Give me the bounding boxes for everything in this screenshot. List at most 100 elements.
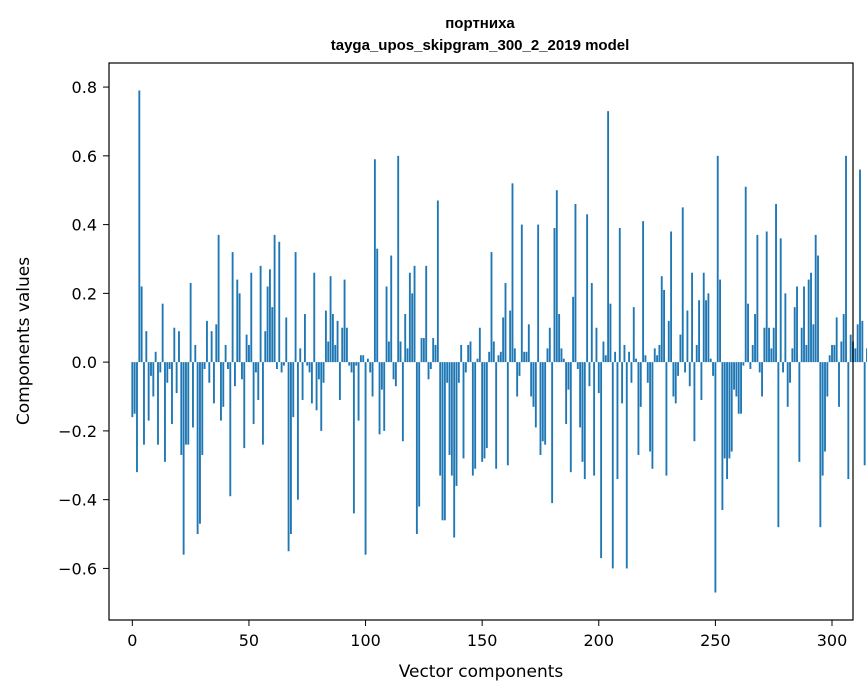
bar-298	[826, 362, 829, 397]
bar-227	[660, 276, 663, 363]
bar-221	[646, 362, 649, 383]
bar-100	[364, 362, 367, 555]
bar-22	[182, 362, 185, 555]
bar-126	[425, 265, 428, 363]
bar-271	[763, 327, 766, 363]
bar-308	[849, 334, 852, 363]
bar-78	[313, 272, 316, 363]
bar-121	[413, 265, 416, 363]
bar-106	[378, 362, 381, 435]
bar-74	[303, 313, 306, 363]
bar-236	[681, 207, 684, 363]
chart-subtitle: tayga_upos_skipgram_300_2_2019 model	[331, 37, 630, 54]
bar-10	[154, 351, 157, 363]
bar-249	[712, 362, 714, 376]
bar-40	[224, 344, 227, 363]
bar-9	[152, 362, 155, 397]
bar-71	[296, 362, 299, 500]
bar-177	[544, 362, 547, 445]
bar-288	[803, 286, 805, 363]
bar-285	[796, 286, 798, 363]
bar-139	[455, 362, 458, 486]
bar-157	[497, 355, 500, 363]
bar-302	[835, 317, 838, 363]
bar-62	[275, 362, 278, 370]
bar-120	[411, 293, 414, 363]
bar-0	[131, 362, 134, 418]
bar-156	[495, 362, 498, 469]
bar-63	[278, 241, 281, 363]
bar-276	[775, 203, 777, 363]
bar-220	[644, 355, 647, 363]
bar-176	[541, 362, 544, 442]
bar-125	[422, 338, 425, 363]
plot-frame	[108, 62, 854, 621]
bar-104	[373, 159, 376, 363]
bar-127	[427, 362, 430, 380]
bar-230	[667, 320, 670, 363]
bar-214	[630, 362, 633, 383]
bar-15	[166, 362, 169, 383]
bar-91	[343, 279, 346, 363]
bar-222	[649, 362, 652, 452]
bar-228	[663, 289, 666, 363]
bar-278	[779, 238, 782, 363]
bar-17	[171, 362, 173, 425]
bar-238	[686, 310, 689, 363]
bar-256	[728, 362, 731, 459]
bar-99	[362, 355, 365, 363]
bar-50	[248, 344, 250, 363]
x-tick-label: 100	[350, 631, 381, 650]
y-tick-label: −0.4	[58, 491, 97, 510]
bar-170	[527, 324, 530, 363]
bar-183	[558, 313, 561, 363]
bar-261	[740, 362, 742, 414]
bar-58	[266, 286, 269, 363]
bar-186	[565, 362, 568, 425]
bar-194	[583, 362, 586, 480]
y-tick-label: 0.4	[72, 216, 97, 235]
bar-292	[812, 324, 815, 363]
bar-307	[847, 362, 850, 480]
bar-205	[609, 303, 612, 363]
bar-162	[509, 310, 512, 363]
bar-226	[658, 344, 661, 363]
bar-208	[616, 362, 619, 480]
bar-299	[828, 355, 831, 363]
bar-155	[492, 341, 495, 363]
y-tick-label: 0.8	[72, 78, 97, 97]
bar-118	[406, 348, 409, 363]
bar-25	[189, 283, 192, 363]
bar-140	[457, 362, 460, 383]
bar-231	[670, 231, 673, 363]
x-tick-label: 0	[127, 631, 137, 650]
bar-287	[800, 327, 803, 363]
bar-217	[637, 362, 640, 455]
bar-101	[366, 358, 369, 363]
x-axis-label: Vector components	[399, 662, 564, 682]
bar-29	[199, 362, 201, 524]
bar-21	[180, 362, 183, 455]
bar-46	[238, 293, 241, 363]
bar-168	[523, 351, 526, 363]
bar-255	[726, 362, 728, 480]
bar-235	[679, 334, 682, 363]
bar-167	[520, 224, 523, 363]
bar-251	[716, 155, 719, 363]
bar-267	[754, 313, 756, 363]
bar-232	[672, 362, 675, 397]
bar-128	[429, 362, 432, 370]
bar-85	[329, 276, 332, 363]
bar-80	[317, 362, 320, 380]
bar-300	[831, 344, 833, 363]
bar-11	[157, 362, 159, 445]
bar-290	[807, 279, 810, 363]
bar-240	[691, 272, 694, 363]
y-axis-ticks: 0.8 0.6 0.4 0.2 0.0 −0.2 −0.4 −0.6	[58, 78, 109, 578]
bar-26	[192, 362, 194, 428]
bar-66	[285, 317, 288, 363]
bar-152	[485, 362, 488, 449]
bar-32	[206, 320, 208, 363]
bar-312	[859, 169, 861, 363]
